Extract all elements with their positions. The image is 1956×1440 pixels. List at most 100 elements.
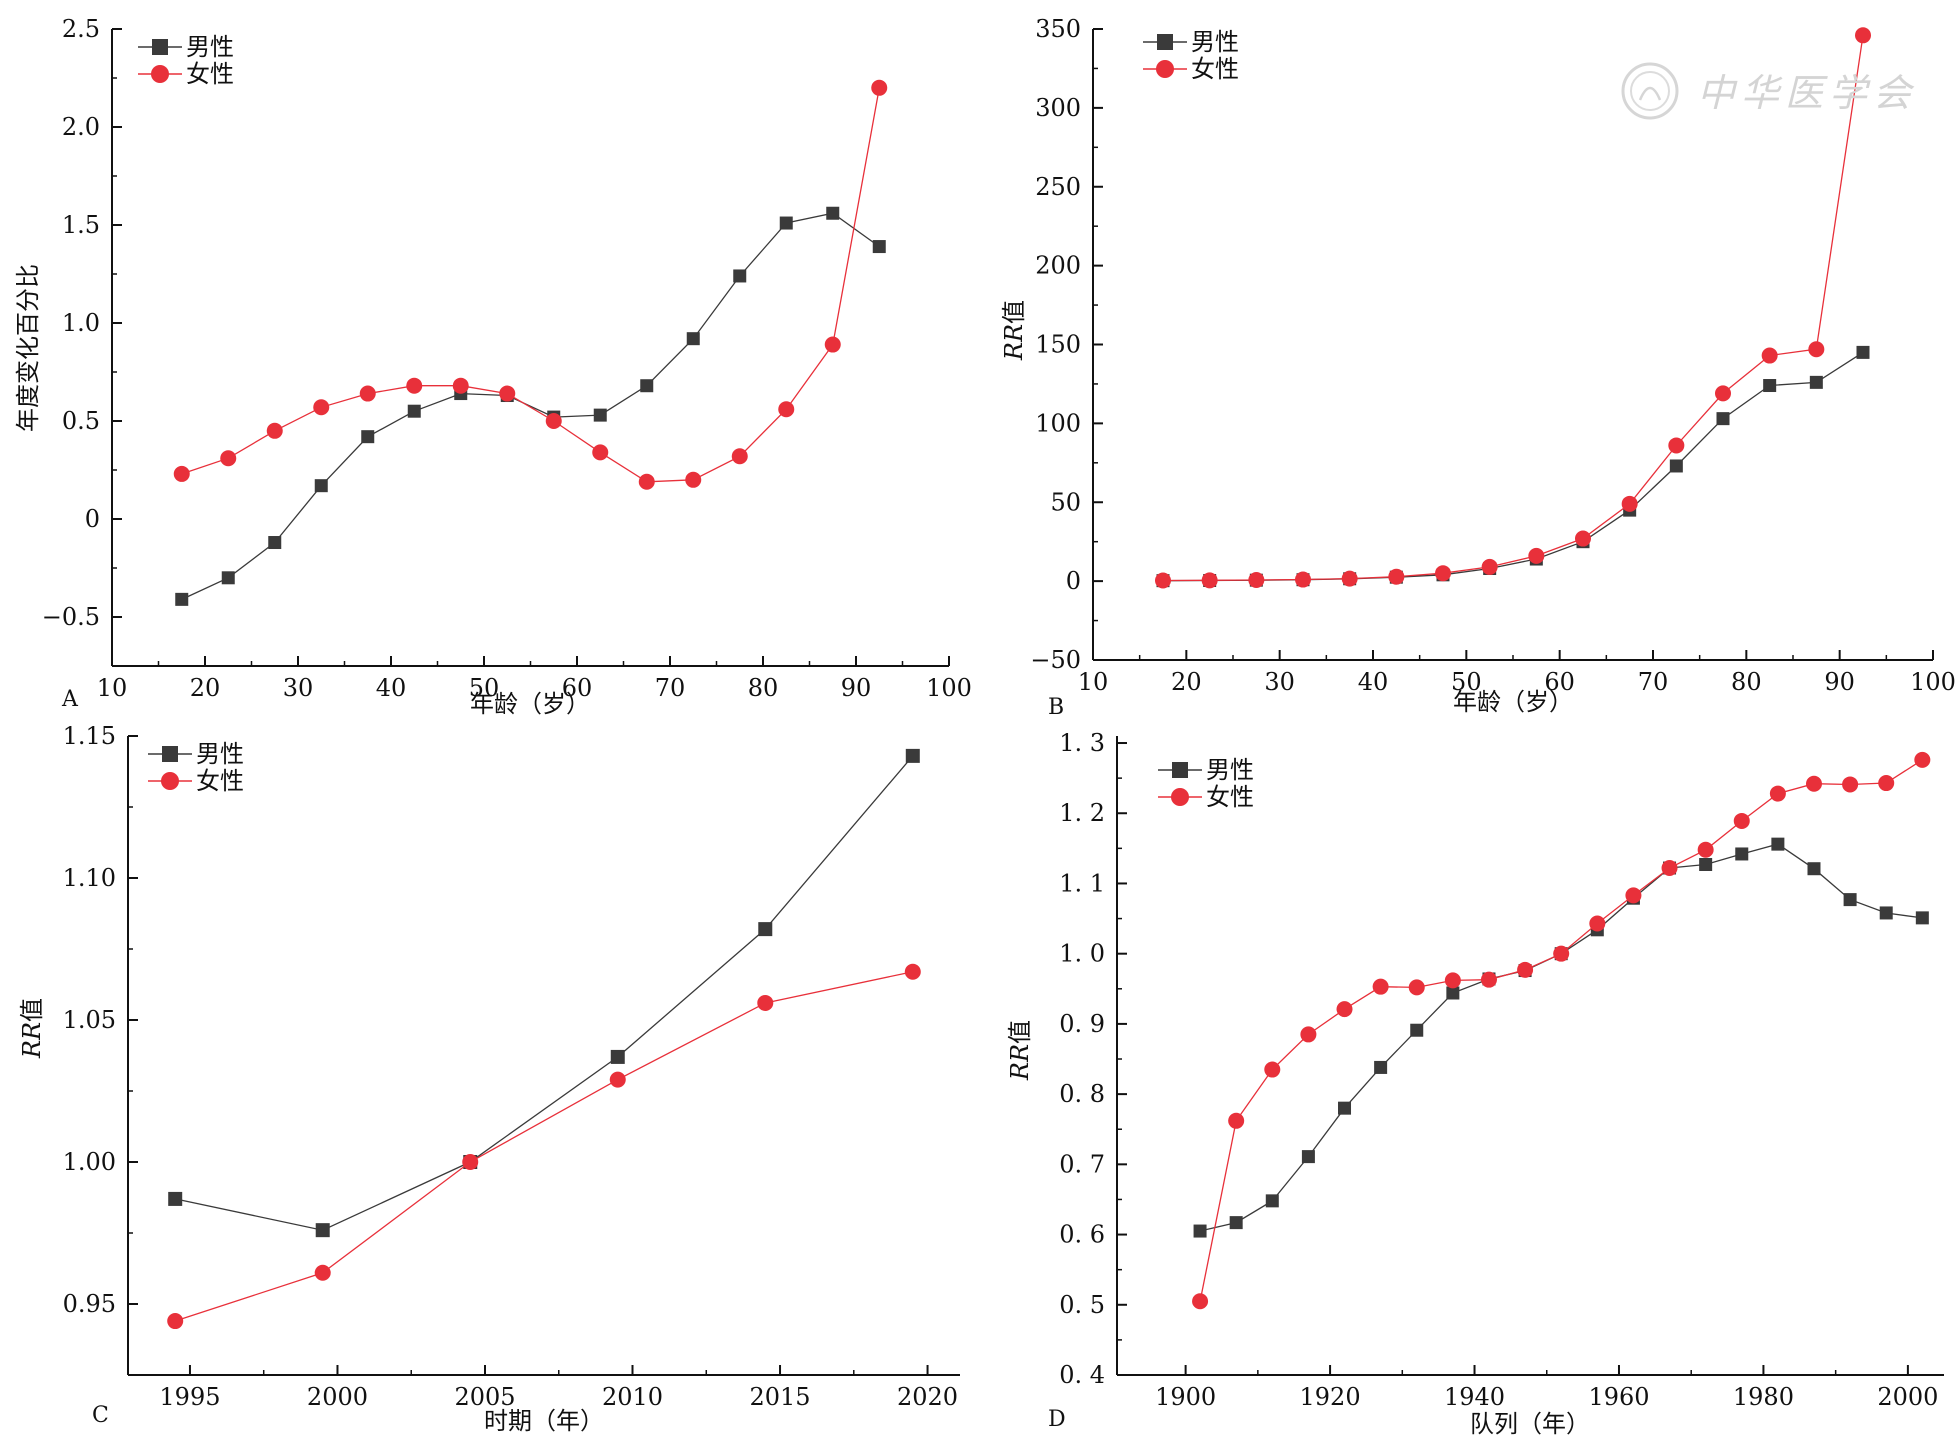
y-tick-label: 0.95 xyxy=(63,1290,116,1318)
y-tick-label: 0. 4 xyxy=(1059,1361,1105,1389)
data-point xyxy=(824,336,841,353)
data-point xyxy=(1855,27,1871,44)
y-axis-label: RR值 xyxy=(1000,300,1028,361)
legend-marker xyxy=(1157,34,1173,50)
legend-label: 女性 xyxy=(1191,55,1239,83)
x-tick-label: 100 xyxy=(1910,668,1956,696)
data-point xyxy=(1388,568,1405,585)
data-point xyxy=(1716,412,1730,426)
x-tick-label: 2005 xyxy=(454,1383,515,1411)
data-point xyxy=(733,269,747,283)
data-point xyxy=(1408,979,1425,996)
series-line xyxy=(181,87,880,483)
data-point xyxy=(168,1191,183,1206)
data-point xyxy=(1435,565,1451,582)
series-line xyxy=(1162,35,1864,582)
y-tick-label: 200 xyxy=(1035,252,1081,280)
y-tick-label: 350 xyxy=(1035,15,1081,43)
x-tick-label: 80 xyxy=(748,674,779,702)
data-point xyxy=(1735,847,1749,861)
y-tick-label: −0.5 xyxy=(42,603,100,631)
data-point xyxy=(1842,776,1859,793)
panel-A: −0.5 0 0.5 1.0 1.5 2.0 2.5 10 20 30 40 50 60 70 80 90 10… xyxy=(14,15,972,718)
data-point xyxy=(545,413,562,429)
x-tick-label: 2020 xyxy=(897,1383,958,1411)
y-tick-label: 300 xyxy=(1035,94,1081,122)
y-tick-label: 1. 2 xyxy=(1059,799,1105,827)
series-line xyxy=(174,971,913,1322)
y-tick-label: 0.5 xyxy=(62,407,100,435)
data-point xyxy=(1878,775,1895,792)
data-point xyxy=(359,385,376,402)
data-point xyxy=(757,994,774,1011)
y-tick-label: 100 xyxy=(1035,409,1081,437)
data-point xyxy=(1915,911,1929,925)
data-point xyxy=(1575,530,1591,547)
data-point xyxy=(1481,558,1498,575)
x-tick-label: 50 xyxy=(1451,668,1482,696)
x-tick-label: 1995 xyxy=(159,1383,220,1411)
data-point xyxy=(1621,495,1638,512)
data-point xyxy=(220,450,237,467)
legend-marker xyxy=(1172,762,1188,778)
legend-label: 男性 xyxy=(1191,28,1239,56)
y-tick-label: 1. 0 xyxy=(1059,940,1105,968)
x-tick-label: 30 xyxy=(283,674,314,702)
data-point xyxy=(1914,751,1931,768)
data-point xyxy=(452,377,469,394)
x-tick-label: 1960 xyxy=(1588,1383,1649,1411)
data-point xyxy=(826,206,840,220)
x-tick-label: 2010 xyxy=(602,1383,663,1411)
y-tick-label: 250 xyxy=(1035,173,1081,201)
data-point xyxy=(1517,961,1534,978)
data-point xyxy=(1771,837,1785,851)
series-line xyxy=(1162,351,1864,582)
data-point xyxy=(638,473,655,490)
x-tick-label: 90 xyxy=(841,674,872,702)
data-point xyxy=(1295,571,1311,588)
x-tick-label: 1980 xyxy=(1733,1383,1794,1411)
data-point xyxy=(1661,860,1678,877)
x-tick-label: 60 xyxy=(1544,668,1575,696)
y-tick-label: 1.0 xyxy=(62,309,100,337)
data-point xyxy=(872,240,886,254)
y-tick-label: 50 xyxy=(1050,488,1081,516)
data-point xyxy=(685,471,702,488)
panel-C: 0.95 1.00 1.05 1.10 1.15 1995 2000 2005 2010 2015… xyxy=(18,722,960,1435)
series-line xyxy=(181,212,880,600)
x-tick-label: 40 xyxy=(1358,668,1389,696)
data-point xyxy=(1192,1293,1209,1310)
data-point xyxy=(1879,906,1893,920)
series-male xyxy=(1156,345,1870,588)
data-point xyxy=(871,79,888,96)
y-tick-label: −50 xyxy=(1030,646,1081,674)
legend-label: 男性 xyxy=(1206,756,1254,784)
x-tick-label: 60 xyxy=(562,674,593,702)
data-point xyxy=(1201,572,1218,589)
data-point xyxy=(1341,570,1358,587)
panel-B: −50 0 50 100 150 200 250 300 350 10 20 30 40 50 60 70 80… xyxy=(1000,15,1956,720)
data-point xyxy=(1480,971,1497,988)
y-tick-label: 1. 3 xyxy=(1059,729,1105,757)
x-tick-label: 10 xyxy=(97,674,128,702)
data-point xyxy=(1699,858,1713,872)
data-point xyxy=(167,1313,184,1330)
y-tick-label: 1.00 xyxy=(63,1148,116,1176)
data-point xyxy=(1715,385,1731,402)
data-point xyxy=(905,748,920,763)
x-tick-label: 20 xyxy=(190,674,221,702)
data-point xyxy=(1589,915,1606,932)
x-axis-label: 时期（年） xyxy=(484,1407,604,1435)
series-male xyxy=(175,206,886,606)
data-point xyxy=(1301,1150,1315,1164)
data-point xyxy=(1856,345,1870,359)
x-tick-label: 20 xyxy=(1171,668,1202,696)
data-point xyxy=(1808,341,1825,358)
data-point xyxy=(361,430,375,444)
panel-label: A xyxy=(61,687,79,712)
data-point xyxy=(1372,978,1389,995)
data-point xyxy=(173,465,190,482)
